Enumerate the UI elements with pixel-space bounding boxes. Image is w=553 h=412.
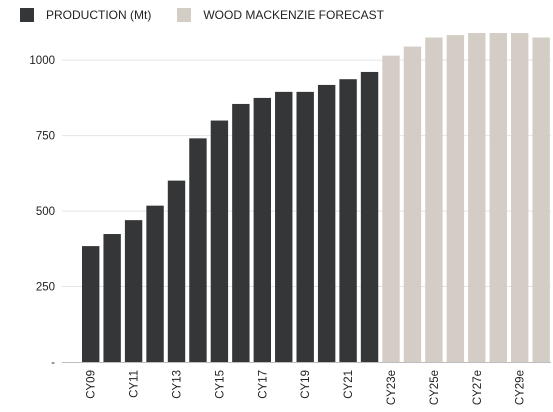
x-tick-label: CY25e — [429, 370, 441, 405]
bar-forecast — [511, 33, 529, 362]
bar-production — [82, 246, 100, 362]
bar-production — [360, 71, 379, 362]
bar-production — [103, 234, 121, 362]
x-tick-label: CY17 — [257, 370, 269, 399]
legend-swatch-production — [20, 8, 34, 22]
x-tick-label: CY15 — [214, 370, 226, 399]
bar-production — [253, 97, 271, 362]
bar-forecast — [403, 46, 422, 362]
legend-swatch-forecast — [177, 8, 192, 22]
x-tick-label: CY11 — [129, 370, 141, 398]
x-tick-label: CY29e — [515, 370, 527, 405]
bar-production — [296, 91, 314, 362]
legend: PRODUCTION (Mt) WOOD MACKENZIE FORECAST — [20, 5, 410, 25]
bar-production — [339, 79, 357, 363]
bar-production — [167, 180, 186, 362]
bar-production — [189, 138, 207, 362]
bar-forecast — [382, 55, 400, 363]
bar-production — [146, 205, 164, 362]
x-tick-label: CY21 — [343, 370, 355, 399]
bar-forecast — [489, 33, 507, 362]
bar-production — [317, 84, 336, 362]
bar-forecast — [425, 37, 443, 362]
x-tick-label: CY27e — [472, 370, 484, 405]
bar-forecast — [532, 37, 550, 362]
x-tick-label: CY13 — [172, 370, 184, 399]
bar-forecast — [446, 35, 465, 362]
x-tick-label: CY09 — [86, 370, 98, 399]
y-tick-label: 250 — [36, 282, 55, 294]
legend-label-forecast: WOOD MACKENZIE FORECAST — [203, 8, 385, 22]
legend-label-production: PRODUCTION (Mt) — [46, 8, 152, 22]
bar-production — [210, 120, 229, 362]
bar-production — [275, 91, 293, 362]
bar-production — [232, 103, 250, 362]
y-tick-label: - — [51, 357, 55, 369]
y-tick-label: 1000 — [29, 55, 55, 67]
legend-item-forecast: WOOD MACKENZIE FORECAST — [177, 8, 384, 22]
y-tick-label: 750 — [36, 131, 55, 143]
bar-production — [124, 220, 143, 362]
legend-item-production: PRODUCTION (Mt) — [20, 8, 151, 22]
bar-forecast — [468, 33, 486, 362]
x-tick-label: CY23e — [386, 370, 398, 405]
x-tick-label: CY19 — [300, 370, 312, 399]
y-tick-label: 500 — [36, 206, 55, 218]
